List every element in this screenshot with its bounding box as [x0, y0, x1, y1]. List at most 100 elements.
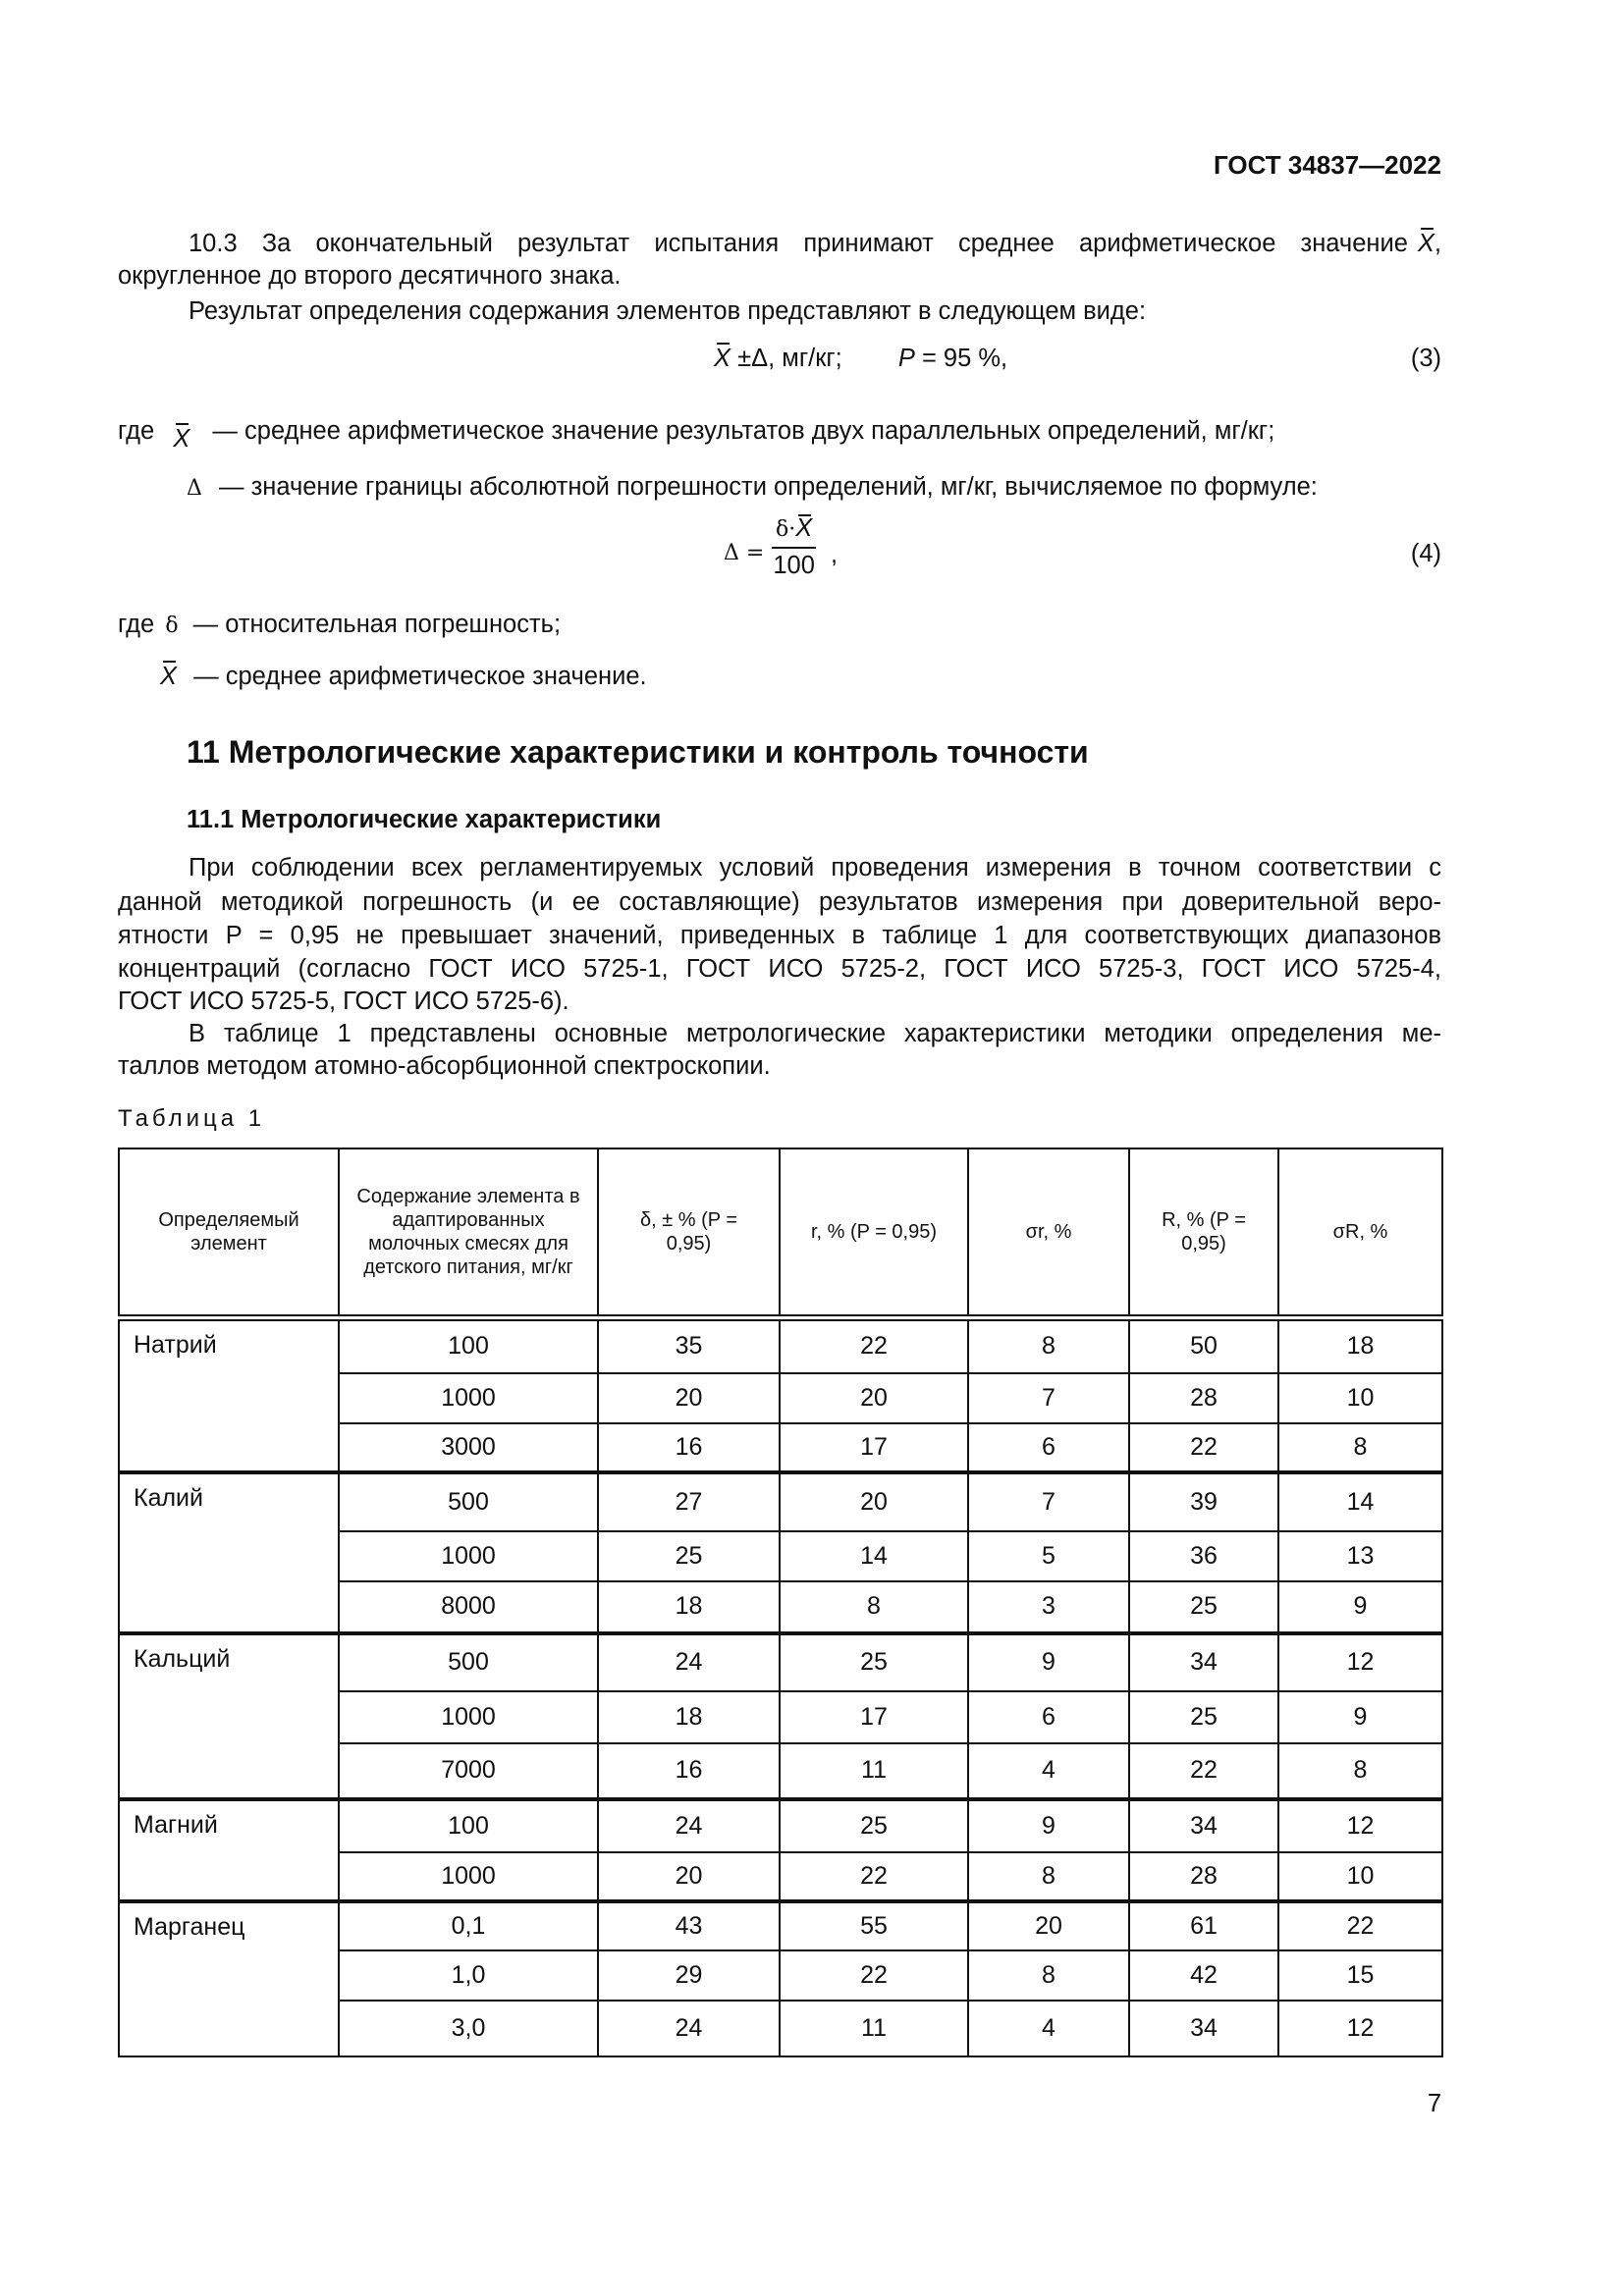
document-id: ГОСТ 34837—2022	[1214, 150, 1441, 180]
table-cell: 27	[597, 1470, 781, 1532]
table-cell: 29	[597, 1949, 781, 2002]
delta-symbol: δ	[165, 614, 179, 638]
table-row: 3,0 24 11 4 34 12	[119, 1999, 1443, 2057]
table-cell: 24	[597, 1631, 781, 1692]
table-cell: 13	[1277, 1529, 1443, 1582]
table-cell: 8	[967, 1316, 1130, 1374]
table-cell: 4	[967, 1741, 1130, 1800]
table-cell: 20	[779, 1371, 969, 1424]
column-header: R, % (P = 0,95)	[1128, 1148, 1279, 1321]
element-name-cell: Марганец	[118, 1899, 340, 2057]
denominator: 100	[773, 552, 815, 579]
table-cell: 8	[1277, 1741, 1443, 1800]
p-expr: = 95 %,	[914, 345, 1008, 372]
table-cell: 8	[967, 1850, 1130, 1902]
table-cell: 28	[1128, 1850, 1279, 1902]
table-cell: 14	[1277, 1470, 1443, 1532]
paragraph-result-form: Результат определения содержания элемент…	[189, 297, 1147, 325]
paragraph-line: данной методикой погрешность (и ее соста…	[118, 888, 1441, 916]
table-cell: 9	[1277, 1689, 1443, 1744]
table-cell: 11	[779, 1741, 969, 1800]
table-row: 1000 20 22 8 28 10	[119, 1850, 1443, 1902]
table-cell: 18	[597, 1579, 781, 1634]
formula-4-number: (4)	[1410, 540, 1441, 567]
table-cell: 10	[1277, 1850, 1443, 1902]
definition-text: — относительная погрешность;	[192, 611, 562, 638]
table-cell: 500	[338, 1631, 599, 1692]
table-row: 1000 25 14 5 36 13	[119, 1529, 1443, 1582]
table-cell: 55	[779, 1899, 969, 1951]
table-cell: 25	[1128, 1689, 1279, 1744]
table-cell: 1000	[338, 1850, 599, 1902]
comma: ,	[1434, 230, 1441, 257]
table-cell: 9	[1277, 1579, 1443, 1634]
table-cell: 34	[1128, 1797, 1279, 1853]
definition-text: — среднее арифметическое значение.	[193, 663, 647, 690]
table-cell: 3,0	[338, 1999, 599, 2057]
table-cell: 8	[779, 1579, 969, 1634]
table-cell: 22	[1128, 1421, 1279, 1473]
table-cell: 18	[597, 1689, 781, 1744]
table-cell: 22	[1277, 1899, 1443, 1951]
formula-3-number: (3)	[1410, 345, 1441, 372]
paragraph-10-3-line2: округленное до второго десятичного знака…	[118, 262, 622, 290]
table-cell: 100	[338, 1316, 599, 1374]
formula-4-comma: ,	[831, 541, 839, 568]
table-cell: 5	[967, 1529, 1130, 1582]
numerator: δ·X	[772, 513, 817, 549]
table-cell: 16	[597, 1421, 781, 1473]
table-cell: 1000	[338, 1371, 599, 1424]
table-cell: 6	[967, 1421, 1130, 1473]
table-row: 3000 16 17 6 22 8	[119, 1421, 1443, 1473]
page-number: 7	[1427, 2090, 1441, 2117]
table-row: Магний 100 24 25 9 34 12	[118, 1797, 1443, 1902]
table-cell: 22	[779, 1316, 969, 1374]
where-x-mean: где X — среднее арифметическое значение …	[118, 414, 1274, 453]
definition-text: — значение границы абсолютной погрешност…	[218, 473, 1318, 501]
table-cell: 25	[1128, 1579, 1279, 1634]
table-row: Марганец 0,1 43 55 20 61 22	[118, 1899, 1443, 2057]
table-cell: 14	[779, 1529, 969, 1582]
table-cell: 1000	[338, 1689, 599, 1744]
table-cell: 43	[597, 1899, 781, 1951]
table-cell: 17	[779, 1421, 969, 1473]
paragraph-line: При соблюдении всех регламентируемых усл…	[189, 854, 1441, 881]
table-row: Калий 500 27 20 7 39 14	[118, 1470, 1443, 1634]
table-cell: 28	[1128, 1371, 1279, 1424]
table-cell: 35	[597, 1316, 781, 1374]
table-cell: 4	[967, 1999, 1130, 2057]
where-label: где	[118, 417, 155, 445]
table-cell: 20	[967, 1899, 1130, 1951]
element-name-cell: Магний	[118, 1797, 340, 1902]
table-row: Кальций 500 24 25 9 34 12	[118, 1631, 1443, 1800]
table-cell: 22	[1128, 1741, 1279, 1800]
table-cell: 36	[1128, 1529, 1279, 1582]
table-cell: 20	[597, 1371, 781, 1424]
paragraph-text: 10.3 За окончательный результат испытани…	[189, 230, 1408, 257]
table-row: 1,0 29 22 8 42 15	[119, 1949, 1443, 2002]
table-row: 1000 20 20 7 28 10	[119, 1371, 1443, 1424]
where-delta: Δ — значение границы абсолютной погрешно…	[187, 470, 1318, 506]
table-cell: 1,0	[338, 1949, 599, 2002]
paragraph-line: ГОСТ ИСО 5725-5, ГОСТ ИСО 5725-6).	[118, 988, 569, 1015]
table-cell: 17	[779, 1689, 969, 1744]
table-cell: 8000	[338, 1579, 599, 1634]
metrology-table: Определяемый элемент Содержание элемента …	[118, 1148, 1443, 2057]
where-delta-rel: где δ — относительная погрешность;	[118, 608, 561, 643]
table-cell: 7	[967, 1371, 1130, 1424]
formula-lhs: Δ =	[724, 541, 765, 565]
table-cell: 20	[779, 1470, 969, 1532]
delta-symbol: Δ	[187, 476, 202, 501]
table-cell: 18	[1277, 1316, 1443, 1374]
paragraph-line: В таблице 1 представлены основные метрол…	[189, 1020, 1441, 1047]
delta-dot: δ·	[776, 517, 796, 542]
table-cell: 25	[779, 1631, 969, 1692]
table-cell: 500	[338, 1470, 599, 1532]
table-cell: 22	[779, 1850, 969, 1902]
table-cell: 39	[1128, 1470, 1279, 1532]
section-11-1-title: 11.1 Метрологические характеристики	[187, 806, 662, 833]
formula-expr: ±Δ, мг/кг;	[731, 345, 842, 372]
table-row: 1000 18 17 6 25 9	[119, 1689, 1443, 1744]
table-row: Натрий 100 35 22 8 50 18	[118, 1316, 1443, 1473]
table-cell: 10	[1277, 1371, 1443, 1424]
